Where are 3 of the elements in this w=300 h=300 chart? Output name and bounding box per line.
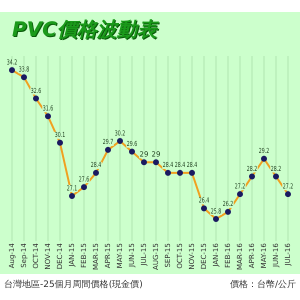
text: 價格：台幣/公斤	[230, 278, 296, 291]
text: 台灣地區-25個月周間價格(現金價)	[4, 278, 143, 291]
chart-title: PVC價格波動表	[12, 16, 157, 43]
